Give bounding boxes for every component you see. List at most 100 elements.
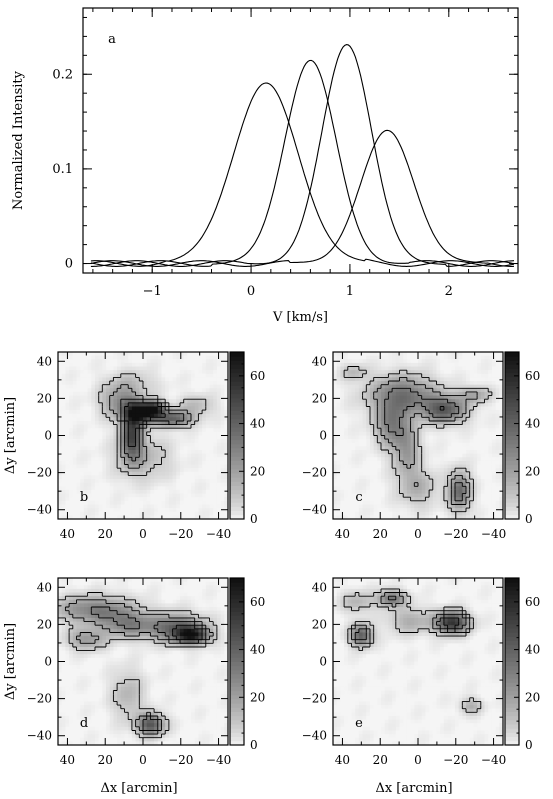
- intensity-cell: [388, 464, 393, 469]
- intensity-cell: [80, 439, 85, 444]
- intensity-cell: [480, 497, 485, 502]
- intensity-cell: [469, 420, 474, 426]
- intensity-cell: [377, 355, 382, 360]
- intensity-cell: [205, 420, 210, 426]
- intensity-cell: [224, 402, 229, 407]
- intensity-cell: [202, 515, 207, 520]
- intensity-cell: [224, 515, 229, 520]
- intensity-cell: [495, 355, 500, 360]
- intensity-cell: [139, 482, 144, 487]
- intensity-cell: [466, 457, 471, 462]
- intensity-cell: [76, 366, 81, 371]
- intensity-cell: [91, 585, 96, 590]
- intensity-cell: [98, 599, 103, 604]
- intensity-cell: [388, 402, 393, 407]
- intensity-cell: [351, 439, 356, 444]
- intensity-cell: [429, 391, 434, 396]
- intensity-cell: [473, 486, 478, 491]
- intensity-cell: [488, 515, 493, 520]
- intensity-cell: [414, 362, 419, 367]
- intensity-cell: [150, 424, 155, 429]
- intensity-cell: [65, 610, 70, 615]
- intensity-cell: [403, 508, 408, 513]
- intensity-cell: [150, 442, 155, 447]
- intensity-cell: [161, 435, 166, 440]
- intensity-cell: [495, 475, 500, 480]
- intensity-cell: [454, 500, 460, 505]
- intensity-cell: [83, 428, 88, 433]
- intensity-cell: [124, 439, 129, 444]
- intensity-cell: [491, 373, 497, 378]
- intensity-cell: [451, 417, 456, 422]
- intensity-cell: [139, 453, 144, 458]
- intensity-cell: [421, 442, 426, 447]
- intensity-cell: [183, 439, 188, 444]
- intensity-cell: [128, 464, 133, 469]
- intensity-cell: [395, 362, 400, 367]
- intensity-cell: [333, 355, 338, 360]
- intensity-cell: [183, 515, 188, 520]
- intensity-cell: [183, 446, 188, 451]
- intensity-cell: [91, 362, 96, 367]
- intensity-cell: [406, 511, 412, 516]
- intensity-cell: [113, 468, 118, 473]
- intensity-cell: [213, 410, 218, 415]
- intensity-cell: [418, 413, 423, 418]
- intensity-cell: [106, 417, 111, 422]
- intensity-cell: [109, 460, 114, 465]
- intensity-cell: [333, 475, 338, 480]
- intensity-cell: [94, 366, 100, 371]
- intensity-cell: [458, 406, 463, 411]
- intensity-cell: [69, 486, 74, 491]
- intensity-cell: [347, 482, 352, 487]
- intensity-cell: [76, 417, 81, 422]
- intensity-cell: [69, 402, 74, 407]
- intensity-cell: [69, 395, 74, 400]
- intensity-cell: [87, 439, 92, 444]
- intensity-cell: [72, 410, 77, 415]
- intensity-cell: [366, 410, 371, 415]
- intensity-cell: [213, 592, 218, 597]
- intensity-cell: [168, 366, 173, 371]
- intensity-cell: [135, 366, 140, 371]
- intensity-cell: [488, 370, 493, 375]
- intensity-cell: [410, 362, 415, 367]
- intensity-cell: [358, 497, 363, 502]
- intensity-cell: [224, 420, 229, 426]
- intensity-cell: [187, 439, 192, 444]
- intensity-cell: [87, 599, 92, 604]
- intensity-cell: [172, 362, 177, 367]
- intensity-cell: [179, 384, 185, 389]
- intensity-cell: [198, 359, 203, 364]
- intensity-cell: [418, 402, 423, 407]
- intensity-cell: [143, 413, 148, 418]
- intensity-cell: [124, 489, 129, 494]
- intensity-cell: [205, 581, 210, 586]
- intensity-cell: [209, 578, 214, 583]
- intensity-cell: [161, 588, 166, 593]
- intensity-cell: [499, 511, 504, 516]
- intensity-cell: [495, 410, 500, 415]
- intensity-cell: [91, 424, 96, 429]
- intensity-cell: [406, 453, 412, 458]
- intensity-cell: [113, 420, 118, 426]
- intensity-cell: [139, 471, 144, 476]
- intensity-cell: [83, 413, 88, 418]
- intensity-cell: [220, 446, 225, 451]
- intensity-cell: [381, 464, 386, 469]
- intensity-cell: [135, 464, 140, 469]
- intensity-cell: [469, 395, 474, 400]
- intensity-cell: [176, 410, 181, 415]
- intensity-cell: [209, 504, 214, 509]
- intensity-cell: [165, 508, 170, 513]
- intensity-cell: [106, 399, 111, 404]
- intensity-cell: [436, 446, 441, 451]
- intensity-cell: [209, 603, 214, 608]
- intensity-cell: [168, 439, 173, 444]
- intensity-cell: [80, 603, 85, 608]
- intensity-cell: [150, 596, 155, 601]
- intensity-cell: [176, 406, 181, 411]
- intensity-cell: [351, 366, 356, 371]
- intensity-cell: [120, 442, 125, 447]
- intensity-cell: [191, 607, 196, 612]
